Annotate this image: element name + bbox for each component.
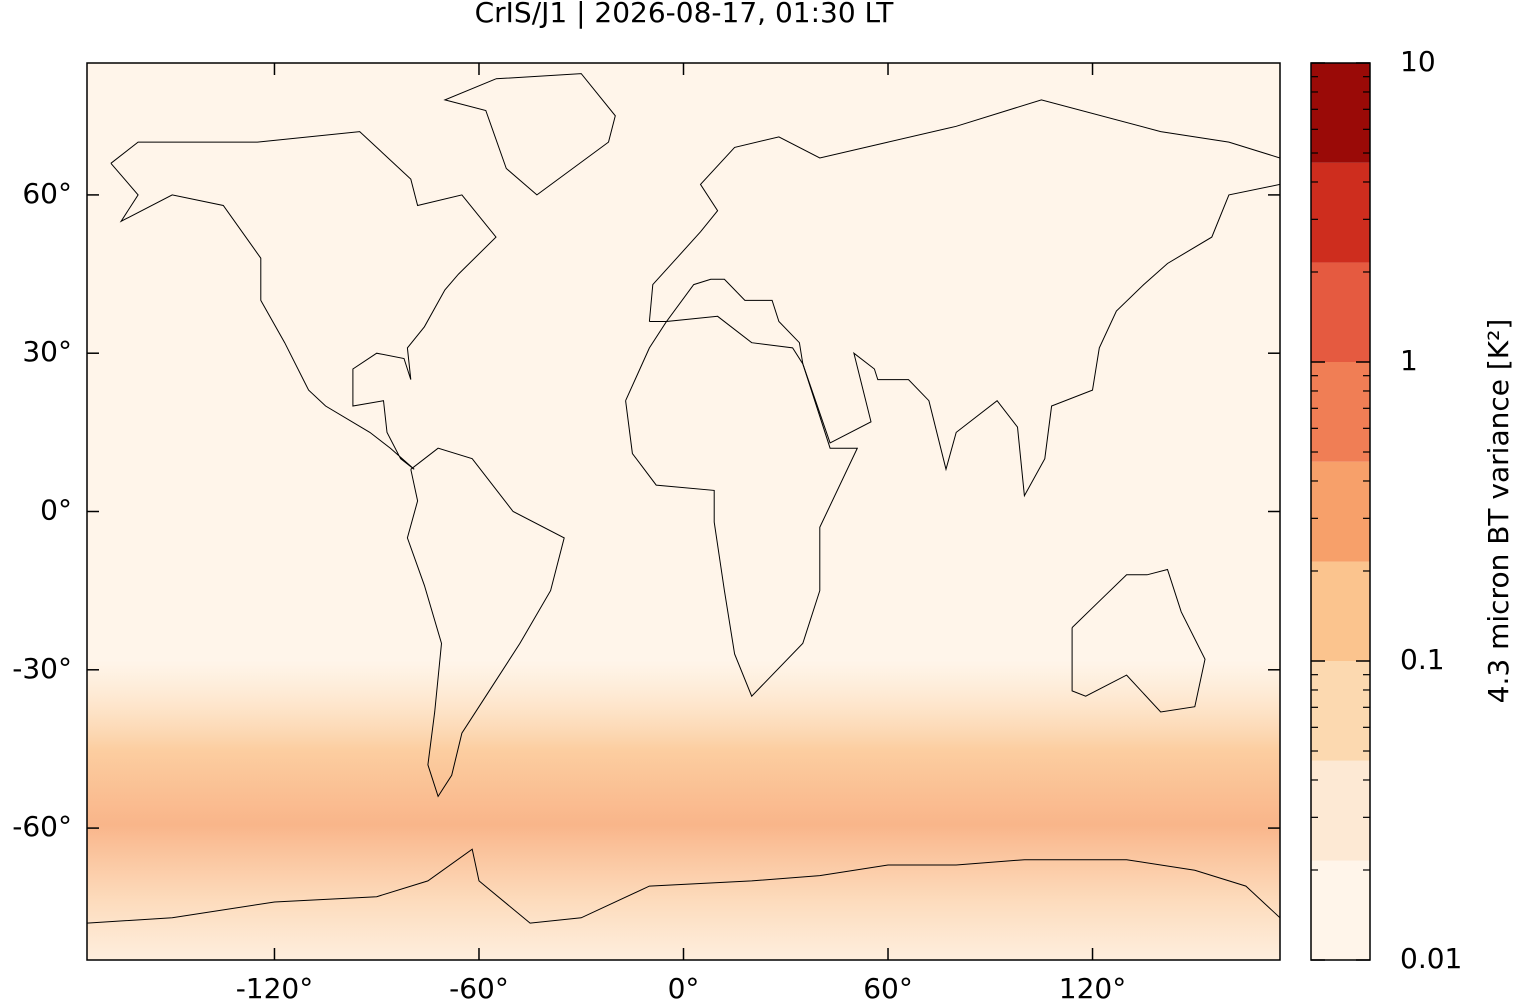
colorbar-band — [1311, 262, 1370, 362]
y-tick-label: -60° — [12, 810, 72, 843]
colorbar-band — [1311, 461, 1370, 562]
colorbar-band — [1311, 860, 1370, 960]
colorbar-band — [1311, 362, 1370, 462]
y-tick-label: 60° — [22, 177, 72, 210]
coastline — [1071, 568, 1206, 713]
coastline — [406, 447, 565, 798]
x-tick-label: -120° — [236, 972, 314, 1002]
x-tick-label: 0° — [668, 972, 700, 1002]
colorbar-tick-label: 10 — [1400, 45, 1436, 78]
colorbar-band — [1311, 162, 1370, 263]
colorbar-frame — [1310, 62, 1371, 961]
map-area — [87, 63, 1280, 960]
x-tick-label: 60° — [863, 972, 913, 1002]
y-tick-label: 30° — [22, 335, 72, 368]
x-tick-label: -60° — [449, 972, 509, 1002]
coastline — [443, 73, 616, 196]
colorbar-tick-label: 1 — [1400, 344, 1418, 377]
colorbar-label: 4.3 micron BT variance [K²] — [1482, 319, 1515, 704]
colorbar-band — [1311, 561, 1370, 661]
colorbar-tick-label: 0.1 — [1400, 643, 1445, 676]
coastline — [110, 131, 497, 470]
coastline — [648, 99, 1280, 498]
y-tick-label: 0° — [40, 494, 72, 527]
x-tick-label: 120° — [1059, 972, 1126, 1002]
plot-frame — [86, 62, 1281, 961]
coastline — [625, 315, 859, 698]
background-field — [87, 660, 1280, 960]
colorbar-band — [1311, 760, 1370, 861]
coastline — [87, 848, 1280, 924]
y-tick-label: -30° — [12, 652, 72, 685]
colorbar-tick-label: 0.01 — [1400, 942, 1462, 975]
chart-title: CrIS/J1 | 2026-08-17, 01:30 LT — [475, 0, 895, 29]
colorbar-band — [1311, 63, 1370, 163]
colorbar-band — [1311, 661, 1370, 761]
